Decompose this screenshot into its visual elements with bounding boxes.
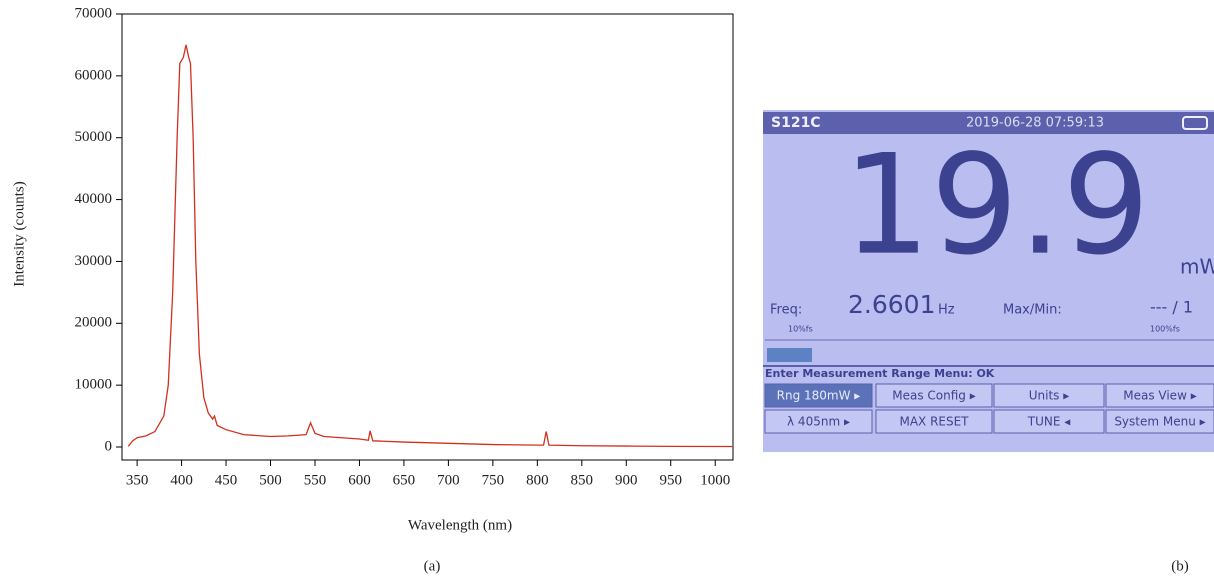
header-bar bbox=[763, 112, 1214, 134]
x-tick-label: 850 bbox=[571, 472, 594, 488]
maxmin-value: --- / 1 bbox=[1150, 298, 1193, 317]
button-label: λ 405nm ▸ bbox=[787, 415, 850, 429]
progress-bar bbox=[767, 348, 812, 362]
y-tick-label: 40000 bbox=[75, 191, 113, 207]
button[interactable] bbox=[875, 383, 993, 408]
unit: mW bbox=[1180, 255, 1214, 279]
x-tick-label: 950 bbox=[659, 472, 682, 488]
chart: 0 10000 20000 30000 40000 50000 60000 70000 350 4… bbox=[75, 5, 734, 488]
x-tick-label: 650 bbox=[393, 472, 416, 488]
prompt: Enter Measurement Range Menu: OK bbox=[765, 367, 995, 380]
y-tick-label: 20000 bbox=[75, 315, 113, 331]
scale-high: 100%fs bbox=[1150, 325, 1180, 334]
button[interactable] bbox=[993, 409, 1105, 434]
x-tick-label: 800 bbox=[526, 472, 549, 488]
x-tick-label: 550 bbox=[304, 472, 327, 488]
y-tick-label: 50000 bbox=[75, 129, 113, 145]
battery-icon bbox=[1182, 116, 1208, 130]
button-label: MAX RESET bbox=[899, 415, 969, 429]
x-tick-label: 500 bbox=[259, 472, 282, 488]
button-label: Meas Config ▸ bbox=[892, 389, 976, 403]
button[interactable] bbox=[764, 409, 873, 434]
button-label: Meas View ▸ bbox=[1123, 389, 1196, 403]
plot-frame bbox=[121, 13, 734, 461]
button-label: System Menu ▸ bbox=[1114, 415, 1205, 429]
x-tick-label: 750 bbox=[482, 472, 505, 488]
x-tick-label: 350 bbox=[126, 472, 149, 488]
y-axis-label: Intensity (counts) bbox=[11, 181, 27, 286]
button[interactable] bbox=[1105, 409, 1214, 434]
caption: (a) bbox=[424, 558, 441, 574]
button-grid: Rng 180mW ▸ Meas Config ▸ Units ▸ Meas View… bbox=[764, 383, 1214, 434]
button[interactable] bbox=[1105, 383, 1214, 408]
button-label: TUNE ◂ bbox=[1027, 415, 1071, 429]
scale-low: 10%fs bbox=[788, 325, 813, 334]
button-label: Units ▸ bbox=[1029, 389, 1070, 403]
datetime: 2019-06-28 07:59:13 bbox=[966, 116, 1104, 131]
freq-value: 2.6601 bbox=[848, 290, 935, 319]
caption: (b) bbox=[1171, 558, 1189, 574]
freq-unit: Hz bbox=[938, 303, 955, 318]
button[interactable] bbox=[993, 383, 1105, 408]
y-tick-label: 30000 bbox=[75, 253, 113, 269]
model: S121C bbox=[771, 115, 821, 131]
button-label: Rng 180mW ▸ bbox=[777, 389, 861, 403]
y-tick-label: 60000 bbox=[75, 67, 113, 83]
x-axis-label: Wavelength (nm) bbox=[408, 517, 512, 533]
freq-label: Freq: bbox=[770, 303, 802, 318]
spectrum-line bbox=[127, 44, 733, 448]
x-tick-label: 600 bbox=[348, 472, 371, 488]
y-tick-label: 70000 bbox=[75, 5, 113, 21]
x-tick-label: 450 bbox=[215, 472, 238, 488]
x-tick-label: 900 bbox=[615, 472, 638, 488]
y-tick-label: 10000 bbox=[75, 377, 113, 393]
reading: 19.9 bbox=[843, 125, 1150, 286]
button[interactable] bbox=[875, 409, 993, 434]
y-tick-label: 0 bbox=[105, 438, 113, 454]
button[interactable] bbox=[764, 383, 873, 408]
device-screen: S121C 2019-06-28 07:59:13 19.9 mW Freq: … bbox=[763, 110, 1214, 452]
x-tick-label: 400 bbox=[170, 472, 193, 488]
x-tick-label: 700 bbox=[437, 472, 460, 488]
maxmin-label: Max/Min: bbox=[1003, 303, 1062, 318]
x-tick-label: 1000 bbox=[700, 472, 730, 488]
